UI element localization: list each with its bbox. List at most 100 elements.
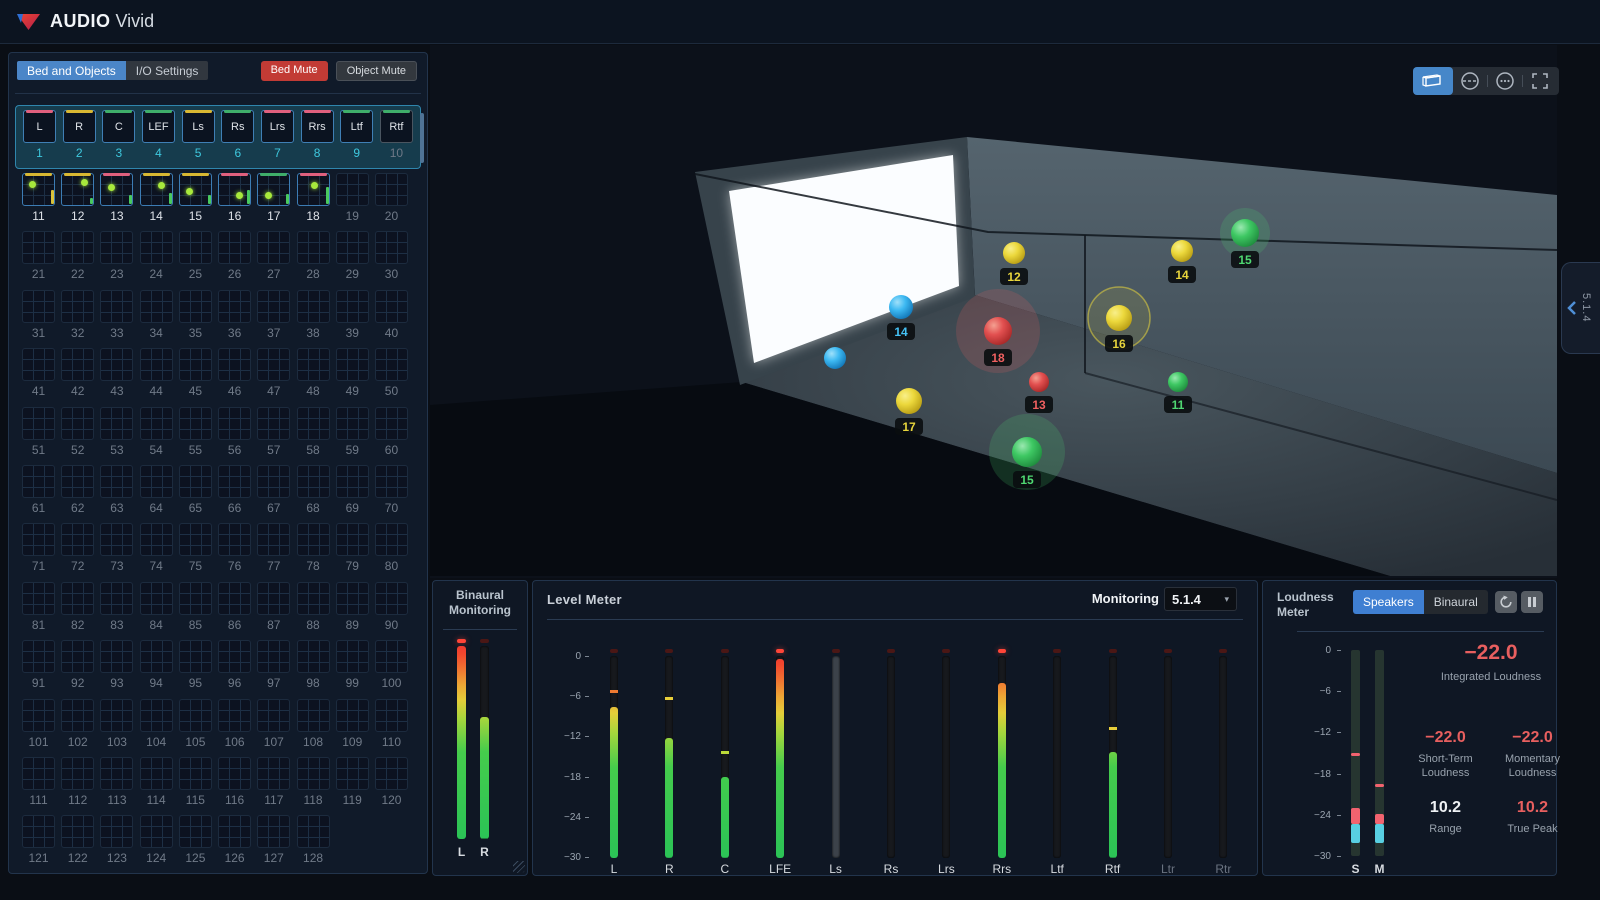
object-slot[interactable]: 79: [335, 523, 369, 573]
bed-channel-cell[interactable]: L: [23, 110, 56, 143]
object-cell[interactable]: [296, 348, 330, 382]
bed-channel-cell[interactable]: LEF: [141, 110, 175, 143]
object-sphere-12[interactable]: 12: [1000, 242, 1028, 285]
object-slot[interactable]: 87: [257, 581, 291, 632]
object-slot[interactable]: 42: [61, 348, 95, 398]
object-cell[interactable]: [335, 640, 369, 674]
object-cell[interactable]: [178, 289, 212, 323]
object-slot[interactable]: 118: [296, 757, 330, 807]
object-cell[interactable]: [22, 757, 55, 790]
object-cell[interactable]: [335, 581, 369, 615]
object-slot[interactable]: 94: [139, 640, 173, 690]
object-cell[interactable]: [374, 698, 408, 732]
object-slot[interactable]: 110: [374, 698, 408, 749]
fullscreen-button[interactable]: [1523, 67, 1557, 95]
object-slot[interactable]: 112: [61, 757, 95, 807]
object-cell[interactable]: [335, 173, 369, 206]
object-cell[interactable]: [218, 523, 252, 557]
object-cell[interactable]: [100, 581, 134, 615]
object-cell[interactable]: [139, 289, 173, 323]
reset-button[interactable]: [1495, 591, 1517, 613]
object-sphere-18[interactable]: 18: [956, 289, 1040, 373]
object-cell[interactable]: [61, 289, 95, 323]
scrollbar-thumb[interactable]: [420, 113, 424, 163]
object-cell[interactable]: [100, 757, 134, 790]
object-slot[interactable]: 23: [100, 231, 134, 281]
object-slot[interactable]: 40: [374, 289, 408, 340]
tab-bed-and-objects[interactable]: Bed and Objects: [17, 61, 126, 80]
object-slot[interactable]: 83: [100, 581, 134, 632]
object-cell[interactable]: [257, 348, 291, 382]
tab-io-settings[interactable]: I/O Settings: [125, 61, 209, 80]
object-sphere[interactable]: [824, 347, 846, 369]
object-slot[interactable]: 54: [139, 406, 173, 457]
object-slot[interactable]: 86: [218, 581, 252, 632]
object-cell[interactable]: [374, 406, 408, 440]
bed-channel-cell[interactable]: Lrs: [260, 110, 294, 143]
object-cell[interactable]: [61, 173, 95, 206]
object-slot[interactable]: 68: [296, 465, 330, 515]
object-cell[interactable]: [218, 406, 252, 440]
object-cell[interactable]: [296, 581, 330, 615]
object-cell[interactable]: [257, 640, 291, 674]
object-cell[interactable]: [257, 406, 291, 440]
object-cell[interactable]: [22, 173, 55, 206]
object-sphere-11[interactable]: 11: [1164, 372, 1192, 413]
object-cell[interactable]: [22, 698, 55, 732]
object-slot[interactable]: 46: [218, 348, 252, 398]
bed-channel-cell[interactable]: Rs: [221, 110, 255, 143]
object-cell[interactable]: [22, 289, 55, 323]
bed-channel-cell[interactable]: Ltf: [340, 110, 374, 143]
object-cell[interactable]: [139, 523, 173, 557]
object-cell[interactable]: [257, 289, 291, 323]
object-cell[interactable]: [296, 406, 330, 440]
object-cell[interactable]: [61, 698, 95, 732]
object-slot[interactable]: 59: [335, 406, 369, 457]
object-cell[interactable]: [178, 581, 212, 615]
object-slot[interactable]: 108: [296, 698, 330, 749]
object-slot[interactable]: 115: [178, 757, 212, 807]
object-slot[interactable]: 101: [22, 698, 55, 749]
object-cell[interactable]: [296, 640, 330, 674]
object-slot[interactable]: 57: [257, 406, 291, 457]
object-cell[interactable]: [61, 757, 95, 790]
object-slot[interactable]: 93: [100, 640, 134, 690]
object-cell[interactable]: [257, 815, 291, 849]
object-cell[interactable]: [139, 231, 173, 265]
object-cell[interactable]: [335, 406, 369, 440]
object-cell[interactable]: [335, 523, 369, 557]
object-cell[interactable]: [374, 465, 408, 498]
object-cell[interactable]: [335, 231, 369, 265]
object-cell[interactable]: [218, 698, 252, 732]
object-cell[interactable]: [374, 289, 408, 323]
object-cell[interactable]: [22, 581, 55, 615]
object-cell[interactable]: [61, 231, 95, 265]
bed-channel[interactable]: LEF 4: [141, 110, 175, 160]
object-slot[interactable]: 49: [335, 348, 369, 398]
object-slot[interactable]: 88: [296, 581, 330, 632]
object-slot[interactable]: 16: [218, 173, 252, 223]
object-slot[interactable]: 44: [139, 348, 173, 398]
bed-channel[interactable]: Ls 5: [181, 110, 215, 160]
object-cell[interactable]: [218, 465, 252, 498]
bed-channel-cell[interactable]: R: [62, 110, 96, 143]
object-cell[interactable]: [100, 231, 134, 265]
object-cell[interactable]: [296, 815, 330, 849]
object-cell[interactable]: [139, 698, 173, 732]
object-cell[interactable]: [100, 348, 134, 382]
object-cell[interactable]: [374, 348, 408, 382]
object-cell[interactable]: [100, 289, 134, 323]
object-slot[interactable]: 32: [61, 289, 95, 340]
object-cell[interactable]: [139, 406, 173, 440]
bed-channel-cell[interactable]: Rtf: [379, 110, 413, 143]
object-slot[interactable]: 12: [61, 173, 95, 223]
object-cell[interactable]: [139, 815, 173, 849]
object-slot[interactable]: 70: [374, 465, 408, 515]
object-slot[interactable]: 25: [178, 231, 212, 281]
object-cell[interactable]: [100, 173, 134, 206]
object-slot[interactable]: 120: [374, 757, 408, 807]
object-slot[interactable]: 103: [100, 698, 134, 749]
object-cell[interactable]: [178, 640, 212, 674]
object-cell[interactable]: [178, 173, 212, 206]
